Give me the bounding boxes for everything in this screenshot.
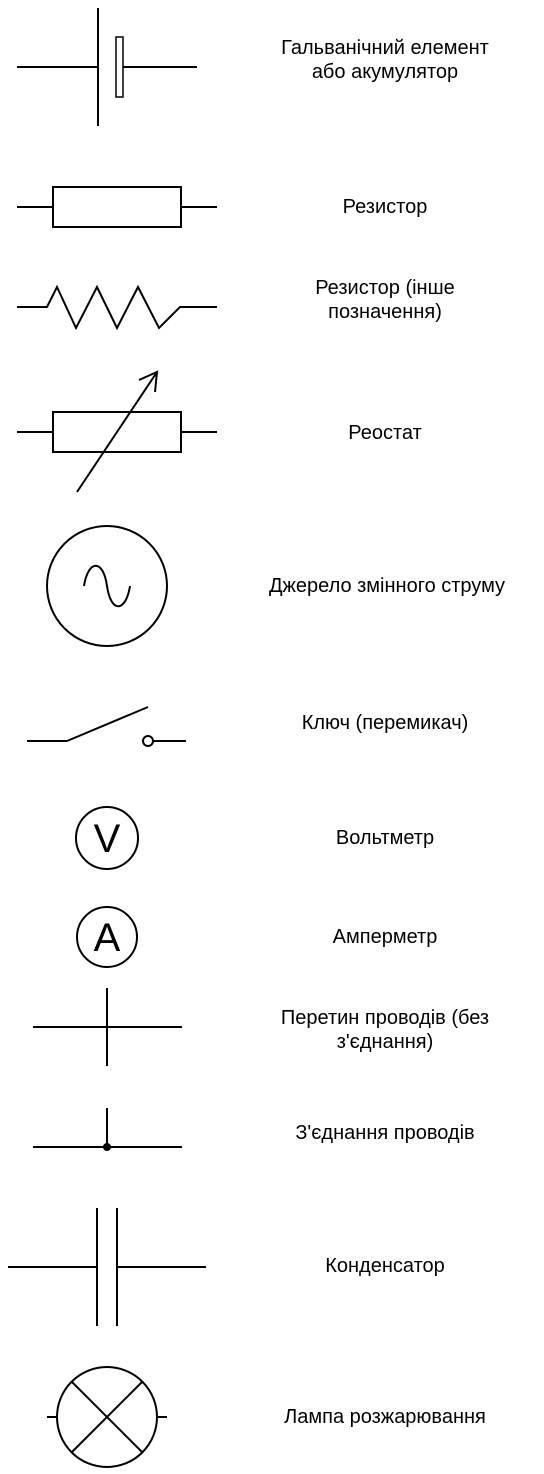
- switch-icon: [27, 706, 186, 747]
- label-line: позначення): [328, 301, 442, 323]
- label-line: Резистор (інше: [315, 277, 455, 299]
- label-capacitor: Конденсатор: [235, 1254, 535, 1278]
- label-line: З'єднання проводів: [295, 1122, 475, 1144]
- label-line: Резистор: [342, 196, 428, 218]
- rheostat-icon: [17, 370, 217, 493]
- ac-source-icon: [46, 525, 168, 647]
- ammeter-icon: A: [76, 906, 138, 968]
- label-line: Реостат: [348, 422, 422, 444]
- label-ac-source: Джерело змінного струму: [235, 574, 539, 598]
- lamp-icon: [47, 1366, 167, 1468]
- label-rheostat: Реостат: [235, 421, 535, 445]
- voltmeter-icon: V: [75, 806, 139, 870]
- label-ammeter: Амперметр: [235, 925, 535, 949]
- label-lamp: Лампа розжарювання: [235, 1405, 535, 1429]
- label-wire-junction: З'єднання проводів: [235, 1121, 535, 1145]
- wire-junction-icon: [33, 1108, 182, 1151]
- ammeter-letter: A: [94, 916, 121, 960]
- label-line: Амперметр: [332, 926, 438, 948]
- label-line: Джерело змінного струму: [268, 575, 506, 597]
- resistor-icon: [17, 186, 217, 228]
- label-line: Лампа розжарювання: [284, 1406, 486, 1428]
- resistor-zigzag-icon: [17, 284, 217, 331]
- label-line: з'єднання): [336, 1031, 434, 1053]
- label-line: Гальванічний елемент: [281, 37, 489, 59]
- label-switch: Ключ (перемикач): [235, 711, 535, 735]
- voltmeter-letter: V: [94, 817, 121, 861]
- label-resistor: Резистор: [235, 195, 535, 219]
- label-resistor-alt: Резистор (інше позначення): [235, 276, 535, 324]
- label-line: Перетин проводів (без: [280, 1007, 490, 1029]
- capacitor-icon: [8, 1208, 206, 1326]
- galvanic-cell-icon: [17, 8, 197, 126]
- label-line: Ключ (перемикач): [301, 712, 469, 734]
- label-line: або акумулятор: [311, 61, 459, 83]
- wire-crossing-icon: [33, 988, 182, 1066]
- label-galvanic-cell: Гальванічний елемент або акумулятор: [235, 36, 535, 84]
- label-voltmeter: Вольтметр: [235, 826, 535, 850]
- label-line: Вольтметр: [335, 827, 435, 849]
- label-line: Конденсатор: [325, 1255, 445, 1277]
- label-wire-crossing: Перетин проводів (без з'єднання): [235, 1006, 535, 1054]
